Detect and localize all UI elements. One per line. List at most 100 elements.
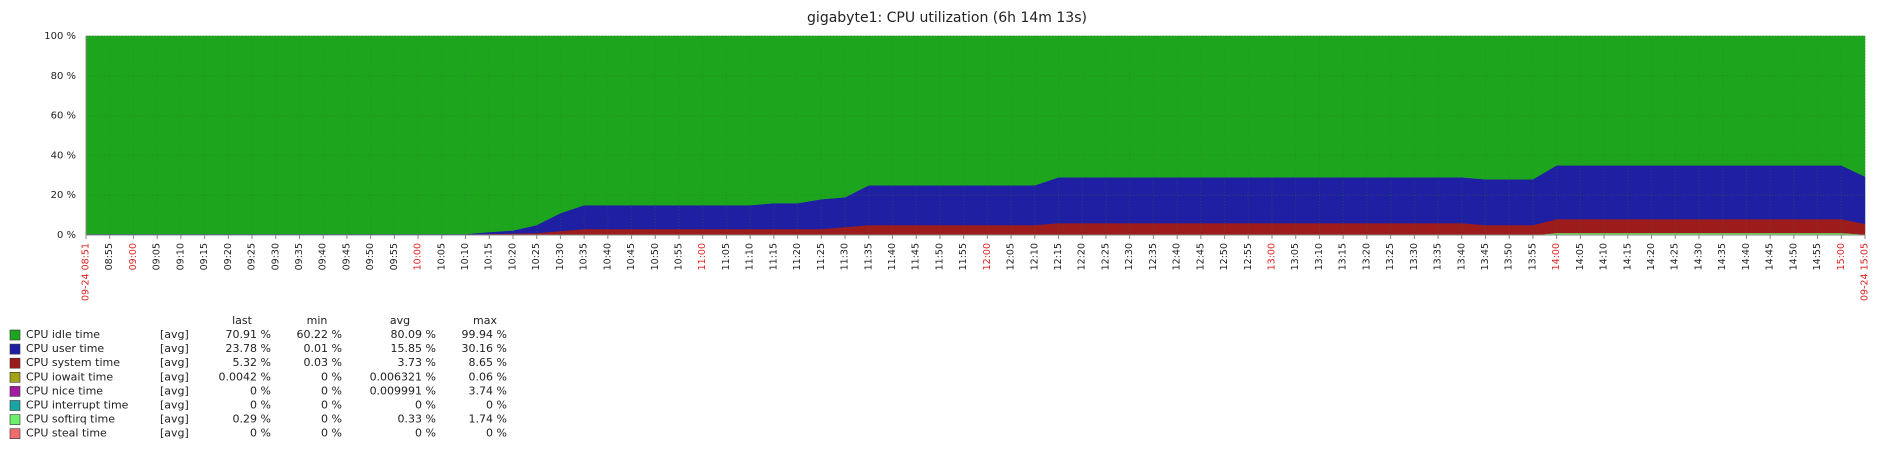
legend-func: [avg]	[160, 384, 189, 397]
x-tick-label: 10:30	[555, 243, 566, 270]
legend-stat: 70.91 %	[226, 328, 271, 341]
x-tick-label: 11:10	[745, 243, 756, 270]
legend-label: CPU interrupt time	[26, 399, 129, 412]
chart-title: gigabyte1: CPU utilization (6h 14m 13s)	[807, 10, 1087, 26]
x-tick-label: 09:55	[389, 243, 400, 270]
legend-stat: 0.06 %	[469, 370, 507, 383]
x-tick-label: 09:15	[199, 243, 210, 270]
x-tick-label: 13:55	[1527, 243, 1538, 270]
y-tick-label: 60 %	[51, 111, 76, 122]
legend-stat: 0.01 %	[304, 342, 342, 355]
legend-func: [avg]	[160, 370, 189, 383]
legend-swatch	[9, 371, 21, 383]
x-tick-label: 11:30	[840, 243, 851, 270]
x-tick-label: 09:05	[152, 243, 163, 270]
x-tick-label: 13:20	[1361, 243, 1372, 270]
legend-swatch	[9, 428, 21, 440]
x-tick-label: 13:00	[1267, 243, 1278, 270]
x-tick-label: 12:55	[1243, 243, 1254, 270]
x-tick-label: 14:15	[1622, 243, 1633, 270]
x-tick-label: 11:25	[816, 243, 827, 270]
legend-swatch	[9, 386, 21, 397]
x-tick-label: 12:25	[1100, 243, 1111, 270]
x-tick-label: 11:50	[934, 243, 945, 270]
x-tick-label: 14:30	[1693, 243, 1704, 270]
legend-stat: 0 %	[415, 399, 436, 412]
legend-stat: 15.85 %	[391, 342, 436, 355]
legend-stat: 0.03 %	[304, 356, 342, 369]
x-tick-label: 11:15	[768, 243, 779, 270]
x-tick-label: 14:55	[1812, 243, 1823, 270]
legend-label: CPU softirq time	[26, 413, 115, 426]
legend-swatch	[9, 414, 21, 425]
x-tick-label: 09:35	[294, 243, 305, 270]
y-tick-label: 80 %	[51, 71, 76, 82]
x-tick-label: 11:40	[887, 243, 898, 270]
legend-swatch	[9, 400, 21, 411]
x-tick-label: 10:05	[436, 243, 447, 270]
x-tick-label: 14:40	[1741, 243, 1752, 270]
legend-label: CPU steal time	[26, 427, 107, 440]
x-tick-label: 10:15	[484, 243, 495, 270]
legend-label: CPU system time	[26, 356, 120, 369]
legend-swatch	[9, 343, 21, 355]
legend-func: [avg]	[160, 342, 189, 355]
legend-stat: 0 %	[321, 427, 342, 440]
x-tick-label: 14:10	[1599, 243, 1610, 270]
x-tick-label: 14:00	[1551, 243, 1562, 270]
legend-func: [avg]	[160, 328, 189, 341]
y-tick-label: 100 %	[44, 31, 76, 42]
legend-stat: 0.33 %	[398, 413, 436, 426]
legend-stat: 30.16 %	[462, 342, 507, 355]
x-tick-label: 09:10	[175, 243, 186, 270]
x-tick-label: 10:00	[413, 243, 424, 270]
legend-stat: 60.22 %	[297, 328, 342, 341]
legend-stat: 3.73 %	[398, 356, 436, 369]
legend-func: [avg]	[160, 356, 189, 369]
legend-stat: 99.94 %	[462, 328, 507, 341]
y-tick-label: 20 %	[51, 190, 76, 201]
legend-stat: 8.65 %	[469, 356, 507, 369]
legend-stat: 1.74 %	[469, 413, 507, 426]
legend-label: CPU user time	[26, 342, 104, 355]
x-tick-label: 09:20	[223, 243, 234, 270]
x-tick-label: 14:20	[1646, 243, 1657, 270]
x-tick-label: 14:50	[1788, 243, 1799, 270]
x-tick-label: 10:10	[460, 243, 471, 270]
x-tick-label: 13:45	[1480, 243, 1491, 270]
x-tick-label: 13:40	[1456, 243, 1467, 270]
legend-header: avg	[390, 314, 410, 327]
x-tick-label: 09:00	[128, 243, 139, 270]
x-tick-label: 09-24 15:05	[1860, 243, 1871, 301]
legend-swatch	[9, 329, 21, 341]
x-tick-label: 13:35	[1433, 243, 1444, 270]
x-tick-label: 09:40	[318, 243, 329, 270]
x-tick-label: 09:25	[247, 243, 258, 270]
legend-stat: 0.29 %	[233, 413, 271, 426]
legend-stat: 0.009991 %	[370, 384, 436, 397]
x-tick-label: 12:45	[1195, 243, 1206, 270]
legend-stat: 0 %	[486, 399, 507, 412]
legend-label: CPU nice time	[26, 384, 103, 397]
legend-func: [avg]	[160, 413, 189, 426]
x-tick-label: 09:30	[270, 243, 281, 270]
x-tick-label: 11:35	[863, 243, 874, 270]
x-tick-label: 13:10	[1314, 243, 1325, 270]
x-tick-label: 11:45	[911, 243, 922, 270]
legend-stat: 0 %	[415, 427, 436, 440]
x-tick-label: 13:25	[1385, 243, 1396, 270]
legend-stat: 0 %	[486, 427, 507, 440]
x-tick-label: 14:25	[1670, 243, 1681, 270]
x-tick-label: 10:50	[650, 243, 661, 270]
x-tick-label: 13:05	[1290, 243, 1301, 270]
legend-stat: 0 %	[321, 399, 342, 412]
x-tick-label: 11:20	[792, 243, 803, 270]
legend-label: CPU iowait time	[26, 370, 113, 383]
x-tick-label: 10:35	[579, 243, 590, 270]
x-tick-label: 14:45	[1765, 243, 1776, 270]
x-tick-label: 13:30	[1409, 243, 1420, 270]
x-tick-label: 15:00	[1836, 243, 1847, 270]
legend-stat: 0 %	[250, 427, 271, 440]
legend-stat: 0 %	[321, 384, 342, 397]
legend-header: last	[232, 314, 253, 327]
